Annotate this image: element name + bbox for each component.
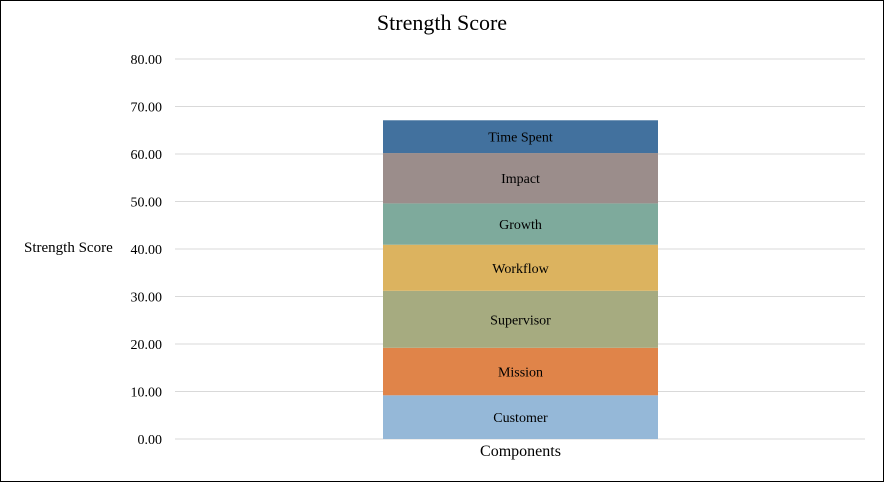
- y-tick-label: 20.00: [131, 338, 163, 353]
- y-tick-label: 60.00: [131, 148, 163, 163]
- segment-label-impact: Impact: [501, 172, 540, 187]
- bar-segment-growth: [383, 203, 658, 245]
- bar-segment-impact: [383, 153, 658, 204]
- y-tick-label: 40.00: [131, 243, 163, 258]
- y-tick-label: 0.00: [138, 433, 163, 448]
- y-axis-label: Strength Score: [24, 240, 113, 256]
- segment-label-customer: Customer: [493, 411, 548, 426]
- segment-label-growth: Growth: [499, 218, 542, 233]
- y-tick-label: 50.00: [131, 196, 163, 211]
- segment-label-supervisor: Supervisor: [490, 313, 551, 328]
- y-tick-label: 70.00: [131, 101, 163, 116]
- y-tick-label: 30.00: [131, 291, 163, 306]
- bar-segment-supervisor: [383, 290, 658, 348]
- y-tick-label: 80.00: [131, 53, 163, 68]
- x-axis-label: Components: [480, 443, 561, 460]
- bar-segment-workflow: [383, 244, 658, 291]
- segment-label-workflow: Workflow: [492, 262, 549, 277]
- y-tick-label: 10.00: [131, 386, 163, 401]
- segment-label-mission: Mission: [498, 366, 543, 381]
- bar-segment-customer: [383, 395, 658, 439]
- segment-label-time-spent: Time Spent: [488, 131, 553, 146]
- bar-segment-time-spent: [383, 120, 658, 154]
- bar-segment-mission: [383, 347, 658, 396]
- chart-title: Strength Score: [376, 10, 508, 35]
